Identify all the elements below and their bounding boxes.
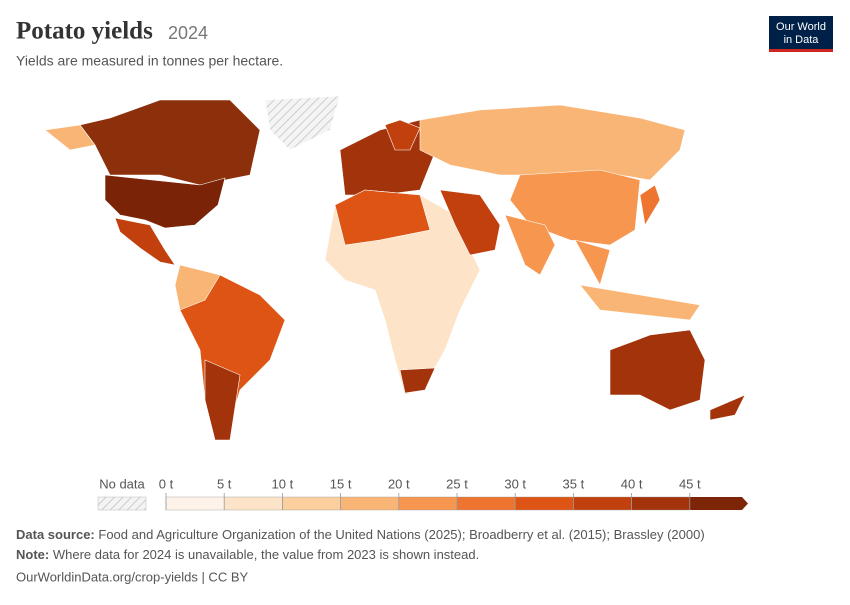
- logo[interactable]: Our World in Data: [769, 16, 833, 52]
- region: [639, 184, 661, 226]
- region: [579, 284, 701, 321]
- region: [264, 95, 341, 151]
- region: [114, 217, 176, 266]
- title: Potato yields: [16, 18, 153, 45]
- map: [44, 95, 746, 441]
- legend-tick-label: 40 t: [621, 476, 643, 491]
- region: [204, 359, 241, 441]
- legend-swatch: [223, 496, 283, 511]
- source: Data source: Food and Agriculture Organi…: [16, 527, 705, 542]
- legend-swatch: [689, 497, 748, 510]
- no-data-swatch: [97, 496, 147, 511]
- region: [399, 367, 436, 394]
- legend: No data 0 t 5 t 10 t 15 t 20 t 25 t 30 t 35 t 40…: [97, 476, 748, 511]
- logo-box: [769, 16, 833, 52]
- legend-swatch: [165, 496, 225, 511]
- legend-tick-label: 15 t: [330, 476, 352, 491]
- legend-swatch: [631, 496, 690, 511]
- region: [504, 214, 556, 276]
- region: [419, 104, 686, 181]
- logo-bar: [769, 49, 833, 52]
- region: [334, 189, 431, 246]
- legend-swatch: [282, 496, 341, 511]
- region: [384, 119, 421, 151]
- legend-tick-label: 5 t: [217, 476, 232, 491]
- region: [609, 329, 706, 411]
- region: [44, 124, 96, 151]
- legend-swatch: [456, 496, 516, 511]
- region: [104, 174, 226, 229]
- region: [574, 239, 611, 286]
- legend-swatch: [398, 496, 458, 511]
- legend-tick-label: 25 t: [446, 476, 468, 491]
- region: [709, 394, 746, 421]
- source-text: Food and Agriculture Organization of the…: [98, 527, 704, 542]
- year: 2024: [168, 23, 208, 43]
- legend-swatch: [515, 496, 574, 511]
- note: Note: Where data for 2024 is unavailable…: [16, 547, 479, 562]
- source-label: Data source:: [16, 527, 95, 542]
- legend-swatch: [573, 496, 632, 511]
- legend-tick-label: 30 t: [504, 476, 526, 491]
- region: [174, 264, 221, 311]
- legend-tick-label: 0 t: [159, 476, 174, 491]
- logo-text: Our World: [776, 21, 826, 33]
- legend-tick-label: 45 t: [679, 476, 701, 491]
- legend-swatch: [340, 496, 400, 511]
- url[interactable]: OurWorldinData.org/crop-yields | CC BY: [16, 569, 248, 584]
- logo-text: in Data: [784, 34, 820, 46]
- subtitle: Yields are measured in tonnes per hectar…: [16, 53, 283, 69]
- region: [79, 99, 261, 186]
- legend-tick-label: 10 t: [272, 476, 294, 491]
- legend-tick-label: 20 t: [388, 476, 410, 491]
- note-label: Note:: [16, 547, 49, 562]
- note-text: Where data for 2024 is unavailable, the …: [53, 547, 479, 562]
- region: [439, 189, 501, 256]
- no-data-label: No data: [99, 476, 145, 491]
- legend-tick-label: 35 t: [563, 476, 585, 491]
